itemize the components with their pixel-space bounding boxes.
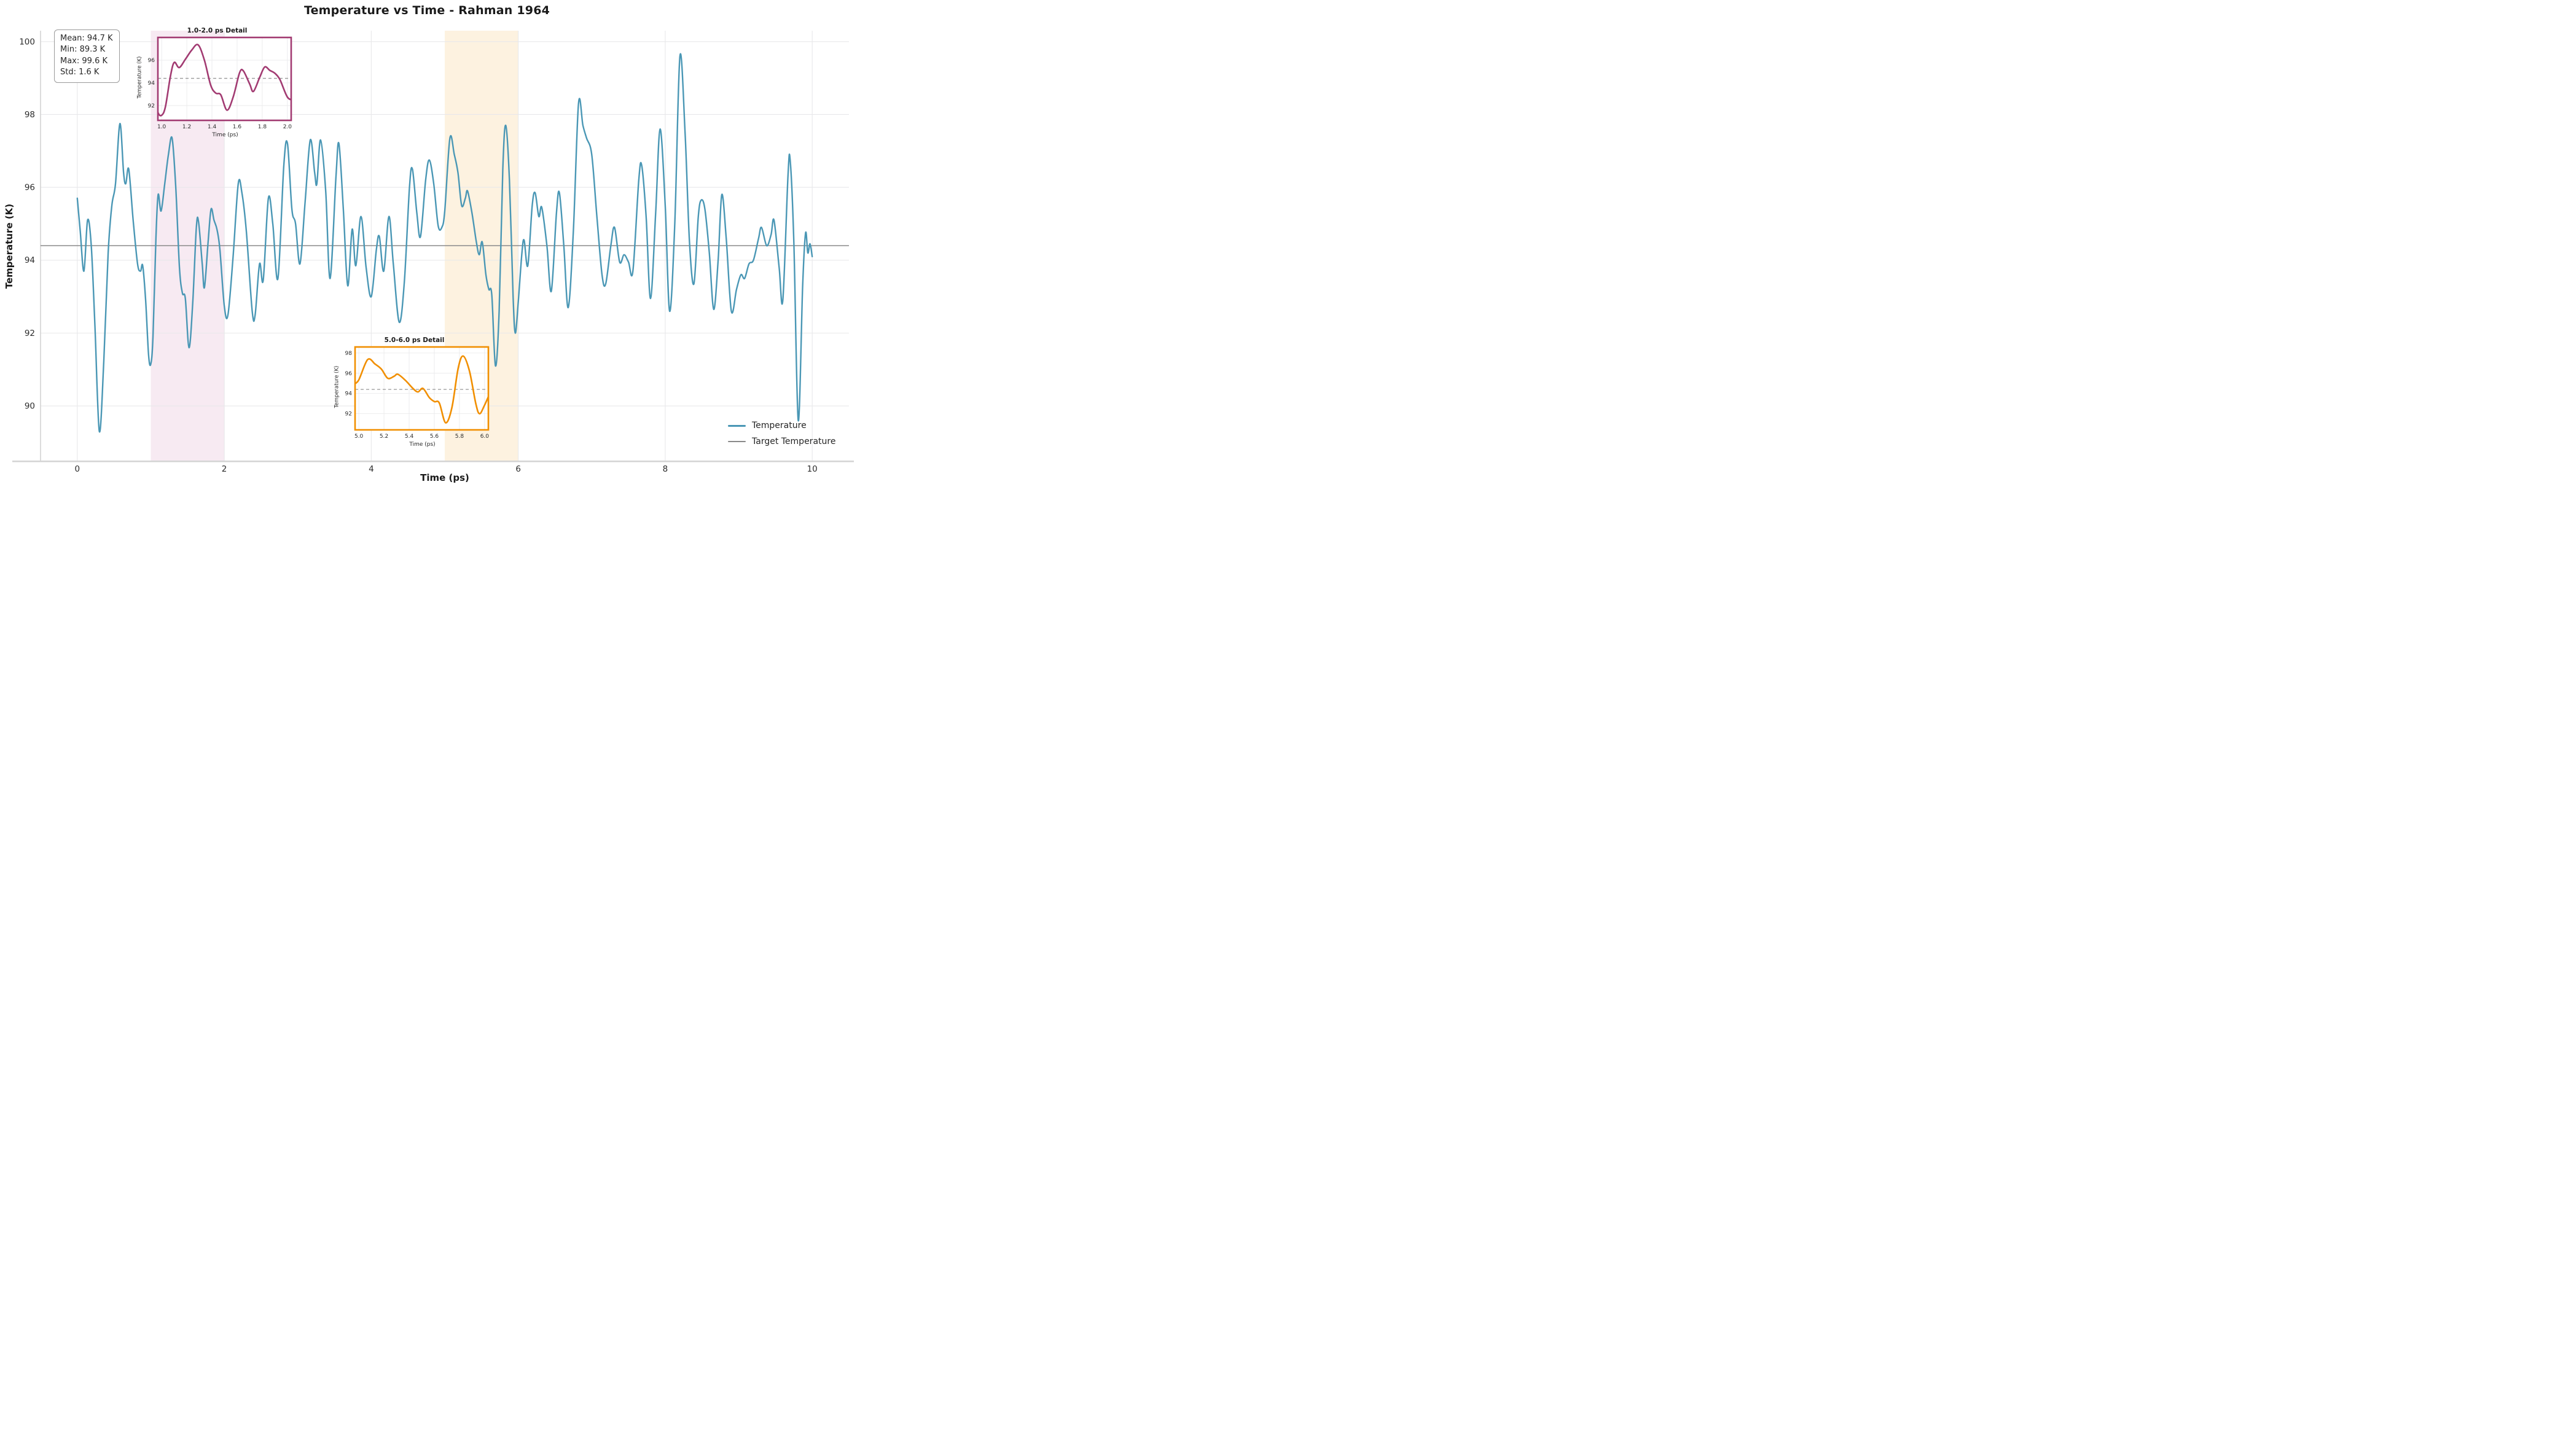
svg-text:0: 0 (75, 464, 80, 474)
svg-text:90: 90 (25, 402, 35, 411)
svg-text:96: 96 (345, 371, 353, 377)
target-line-swatch (728, 440, 746, 443)
stats-max: Max: 99.6 K (60, 56, 108, 66)
svg-text:10: 10 (807, 464, 818, 474)
svg-text:2: 2 (222, 464, 227, 474)
svg-text:5.0: 5.0 (354, 434, 364, 439)
svg-text:5.4: 5.4 (405, 434, 414, 439)
svg-text:5.6: 5.6 (430, 434, 439, 439)
svg-text:8: 8 (663, 464, 668, 474)
svg-text:1.8: 1.8 (258, 124, 267, 130)
inset-title: 5.0-6.0 ps Detail (384, 337, 445, 344)
svg-text:96: 96 (25, 183, 35, 193)
svg-text:98: 98 (25, 110, 35, 120)
inset-y-axis-label: Temperature (K) (334, 365, 340, 408)
svg-text:94: 94 (148, 80, 155, 87)
svg-text:92: 92 (345, 411, 352, 418)
stats-mean: Mean: 94.7 K (60, 34, 113, 43)
stats-min: Min: 89.3 K (60, 45, 106, 55)
svg-text:1.0: 1.0 (157, 124, 166, 130)
svg-text:1.4: 1.4 (208, 124, 217, 130)
inset-plot-1-2ps: 1.0 1.2 1.4 1.6 1.8 2.0 92 94 96 (148, 36, 292, 130)
svg-text:96: 96 (148, 58, 155, 64)
svg-text:5.8: 5.8 (455, 434, 464, 439)
inset-detail-1-2ps: 1.0-2.0 ps Detail Temperature (K) 1.0 1.2… (133, 27, 292, 138)
chart-title: Temperature vs Time - Rahman 1964 (303, 4, 550, 17)
svg-text:92: 92 (148, 103, 155, 109)
inset-y-axis-label: Temperature (K) (136, 56, 143, 99)
legend-label: Temperature (752, 421, 807, 430)
svg-text:1.2: 1.2 (182, 124, 191, 130)
svg-text:1.6: 1.6 (233, 124, 242, 130)
legend: Temperature Target Temperature (728, 418, 835, 450)
figure: 0 2 4 6 8 10 90 92 94 96 98 100 Temperature vs Time… (0, 0, 854, 485)
temperature-line-swatch (728, 424, 746, 427)
svg-text:94: 94 (25, 255, 35, 265)
svg-text:5.2: 5.2 (380, 434, 388, 439)
inset-x-axis-label: Time (ps) (409, 442, 436, 448)
x-axis-label: Time (ps) (420, 472, 469, 483)
stats-std: Std: 1.6 K (60, 68, 100, 77)
legend-item-target-temperature: Target Temperature (728, 434, 835, 450)
svg-text:92: 92 (25, 329, 35, 338)
svg-text:98: 98 (345, 351, 353, 357)
stats-box: Mean: 94.7 K Min: 89.3 K Max: 99.6 K Std… (54, 29, 120, 83)
svg-text:6.0: 6.0 (480, 434, 490, 439)
inset-title: 1.0-2.0 ps Detail (187, 27, 248, 34)
legend-item-temperature: Temperature (728, 418, 835, 434)
inset-detail-5-6ps: 5.0-6.0 ps Detail Temperature (K) 5.0 5.2… (330, 337, 490, 448)
svg-text:94: 94 (345, 391, 353, 397)
legend-label: Target Temperature (752, 437, 836, 446)
y-axis-label: Temperature (K) (4, 203, 15, 289)
svg-text:6: 6 (515, 464, 521, 474)
svg-text:100: 100 (19, 37, 35, 47)
svg-text:2.0: 2.0 (283, 124, 292, 130)
inset-x-axis-label: Time (ps) (212, 132, 238, 138)
svg-text:4: 4 (369, 464, 374, 474)
inset-plot-5-6ps: 5.0 5.2 5.4 5.6 5.8 6.0 92 94 96 98 (345, 346, 490, 440)
